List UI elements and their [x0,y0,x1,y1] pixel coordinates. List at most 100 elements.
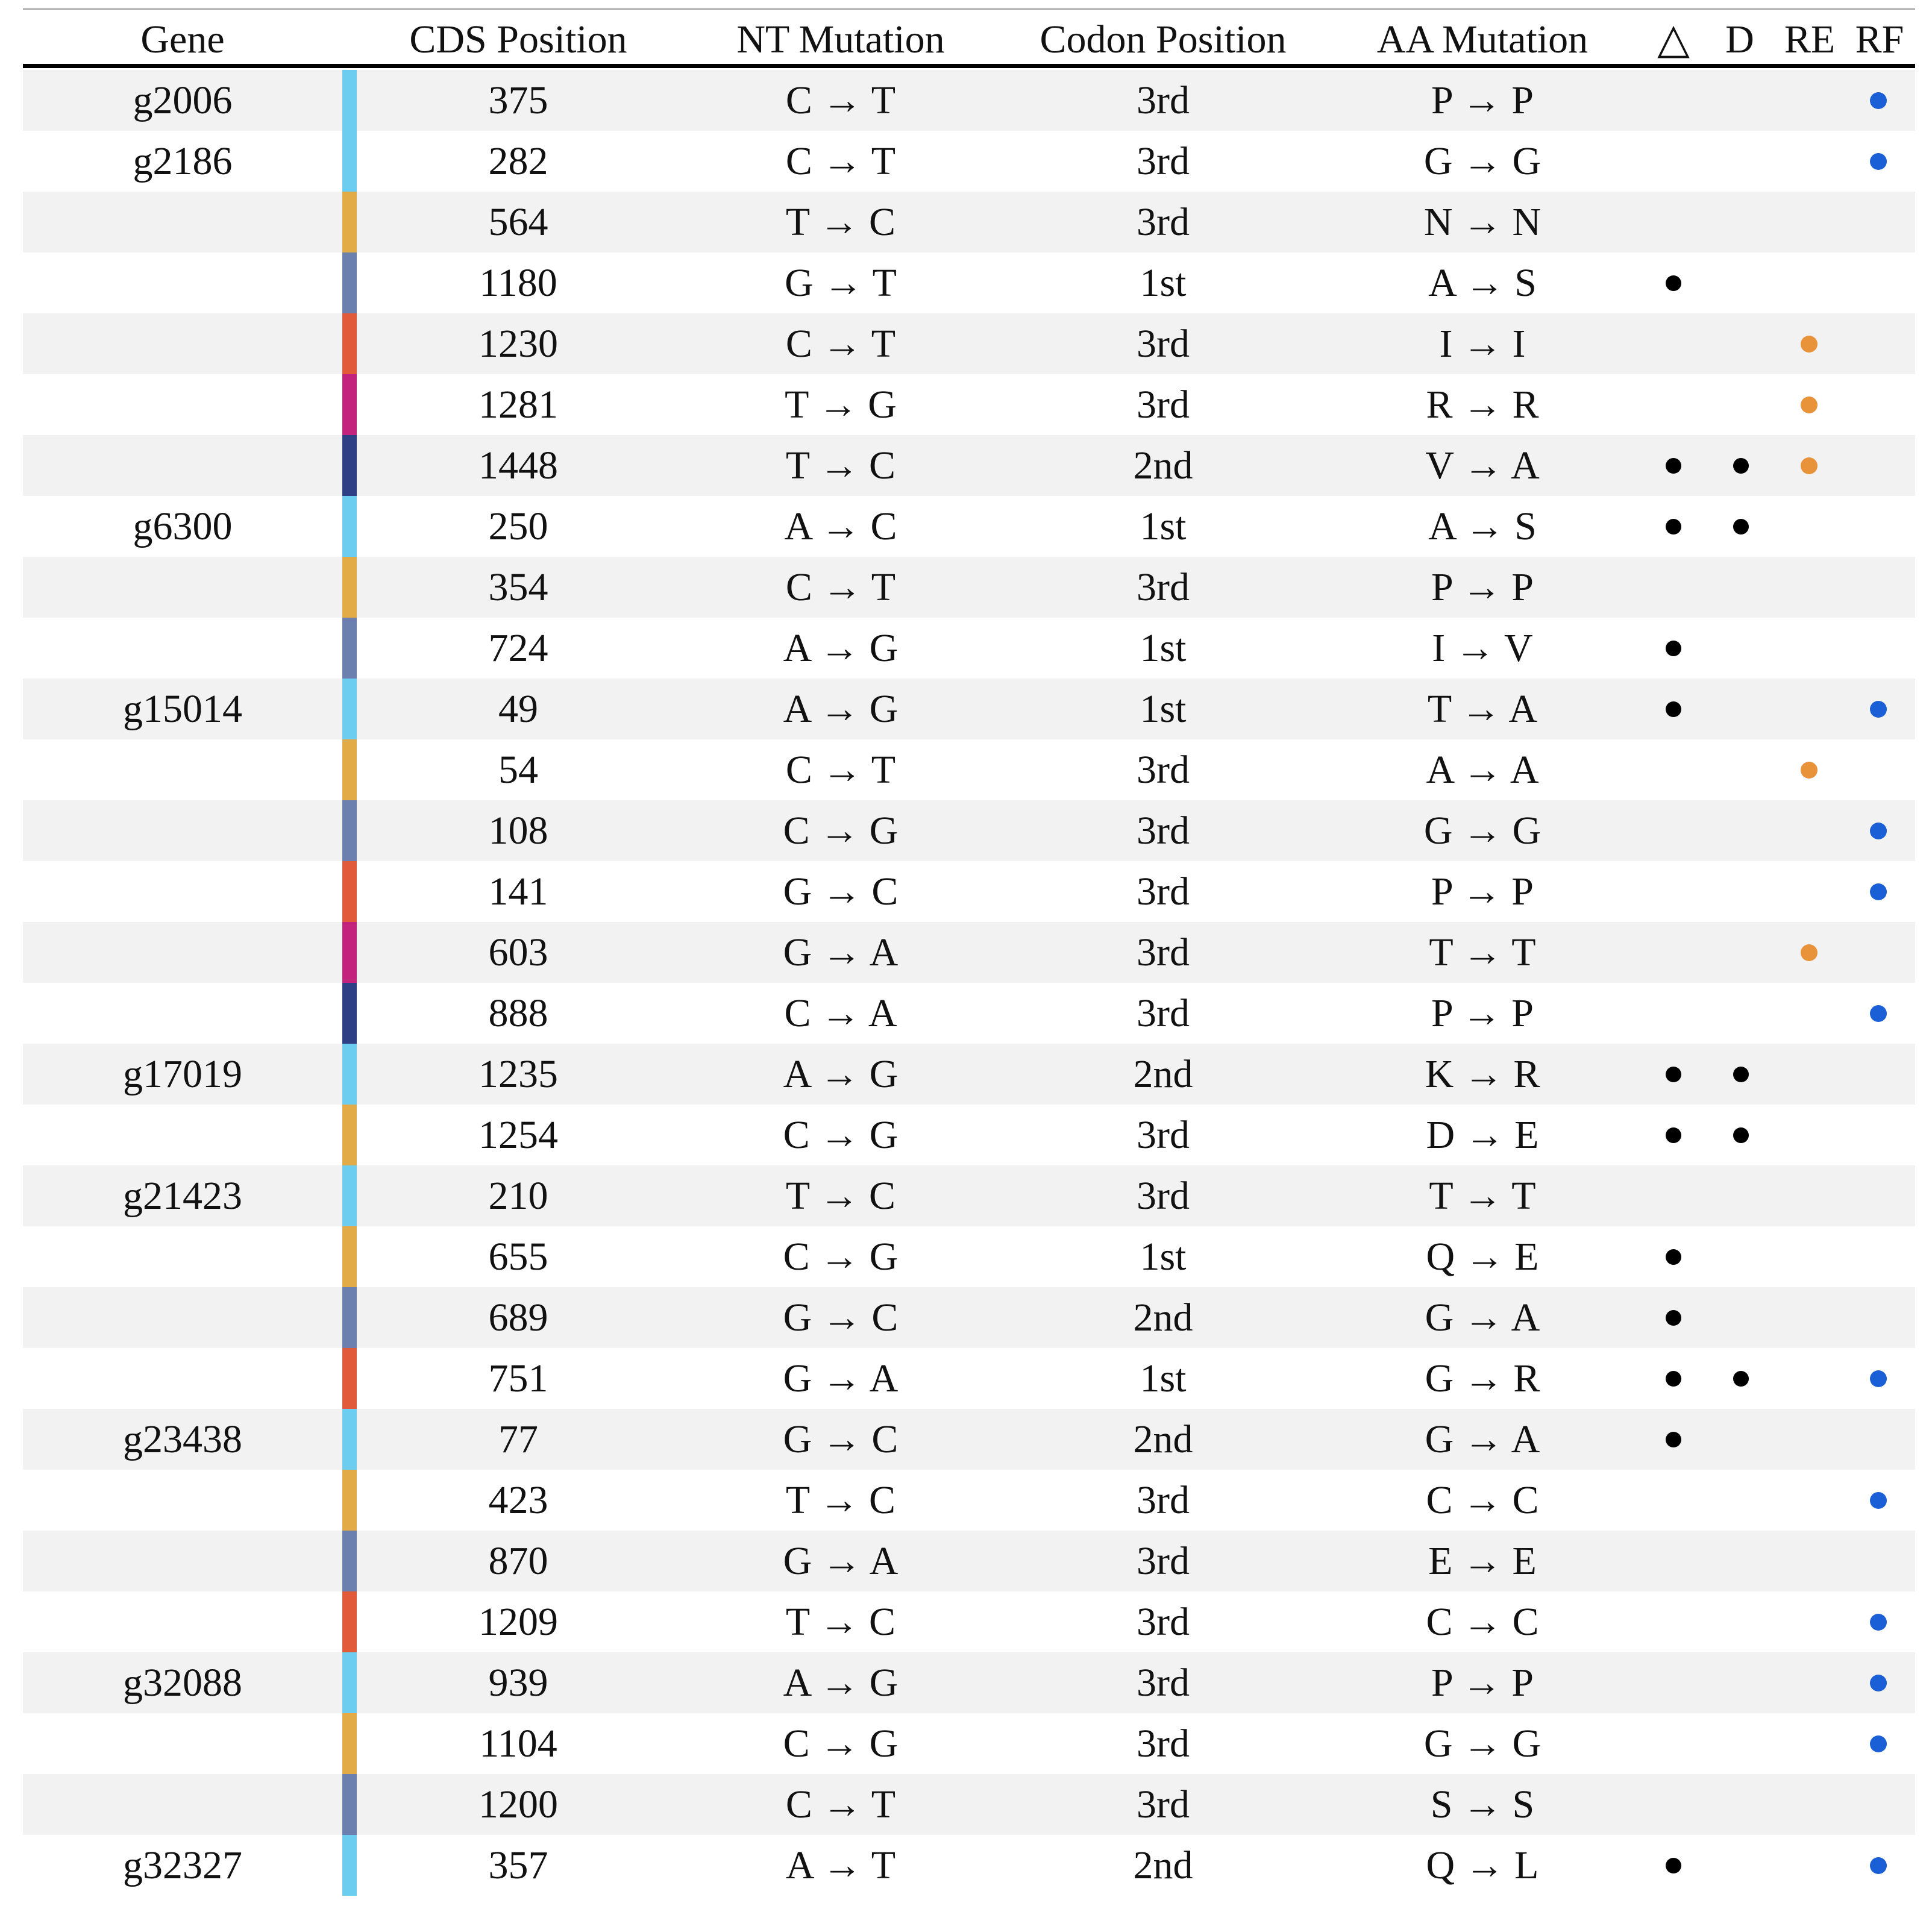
color-stripe [342,70,357,131]
cell-cds-position: 870 [488,1539,548,1583]
cell-cds-position: 54 [498,748,538,792]
cell-gene [23,739,342,800]
cell-nt-mutation: A → G [783,687,899,731]
cell-cds-position: 724 [488,626,548,670]
table-row: 603 G → A 3rd T → T [23,922,1915,983]
cell-cds-position: 1180 [479,261,557,305]
cell-gene [23,313,342,374]
re-dot [1801,762,1818,779]
cell-cds-position: 1104 [479,1722,557,1766]
cell-nt-mutation: C → A [784,991,897,1035]
cell-gene [23,192,342,252]
table-row: 751 G → A 1st G → R [23,1348,1915,1409]
cell-codon-position: 2nd [1133,1417,1193,1461]
table-row: 870 G → A 3rd E → E [23,1531,1915,1591]
cell-cds-position: 603 [488,930,548,974]
cell-cds-position: 108 [488,809,548,853]
rf-dot [1870,823,1887,839]
cell-aa-mutation: P → P [1431,565,1534,609]
cell-codon-position: 3rd [1137,383,1190,427]
table-row: g6300 250 A → C 1st A → S [23,496,1915,557]
cell-codon-position: 2nd [1133,444,1193,487]
color-stripe [342,131,357,192]
table-row: 54 C → T 3rd A → A [23,739,1915,800]
cell-codon-position: 3rd [1137,1661,1190,1705]
header-rule [23,64,1915,68]
cell-nt-mutation: C → T [785,1782,896,1826]
cell-cds-position: 141 [488,870,548,914]
cell-codon-position: 3rd [1137,1174,1190,1218]
cell-nt-mutation: T → G [785,383,897,427]
re-dot [1801,457,1818,474]
cell-aa-mutation: G → G [1423,1722,1542,1766]
color-stripe [342,1774,357,1835]
cell-cds-position: 1230 [478,322,558,366]
cell-gene: g32088 [123,1661,242,1705]
table-row: g17019 1235 A → G 2nd K → R [23,1044,1915,1105]
cell-cds-position: 1254 [478,1113,558,1157]
cell-cds-position: 282 [488,139,548,183]
cell-codon-position: 3rd [1137,139,1190,183]
table-row: 1104 C → G 3rd G → G [23,1713,1915,1774]
cell-gene [23,1287,342,1348]
cell-nt-mutation: C → G [783,1722,899,1766]
cell-gene [23,800,342,861]
cell-codon-position: 1st [1140,1356,1187,1400]
cell-nt-mutation: G → C [783,1296,899,1340]
cell-codon-position: 1st [1140,261,1187,305]
cell-codon-position: 3rd [1137,565,1190,609]
header-aa-mutation: AA Mutation [1376,17,1589,61]
table-row: 1254 C → G 3rd D → E [23,1105,1915,1165]
rf-dot [1870,1675,1887,1691]
delta-dot [1666,519,1681,534]
rf-dot [1870,1735,1887,1752]
rf-dot [1870,883,1887,900]
cell-cds-position: 655 [488,1235,548,1279]
color-stripe [342,1835,357,1896]
cell-gene: g15014 [123,687,242,731]
color-stripe [342,192,357,252]
table-row: 724 A → G 1st I → V [23,618,1915,679]
row-shade [680,1774,1915,1835]
d-dot [1733,519,1749,534]
color-stripe [342,1287,357,1348]
cell-aa-mutation: P → P [1431,78,1534,122]
color-stripe [342,1226,357,1287]
cell-cds-position: 1209 [478,1600,558,1644]
table-row: g2186 282 C → T 3rd G → G [23,131,1915,192]
cell-gene [23,1470,342,1531]
delta-dot [1666,458,1681,474]
cell-aa-mutation: T → T [1429,930,1536,974]
table-row: 1230 C → T 3rd I → I [23,313,1915,374]
table-row: 689 G → C 2nd G → A [23,1287,1915,1348]
cell-codon-position: 3rd [1137,930,1190,974]
cell-gene [23,252,342,313]
table-row: 655 C → G 1st Q → E [23,1226,1915,1287]
cell-gene: g2186 [133,139,233,183]
row-shade [680,557,1915,618]
color-stripe [342,1591,357,1652]
row-shade [680,70,1915,131]
rf-dot [1870,701,1887,718]
delta-dot [1666,275,1681,291]
color-stripe [342,435,357,496]
cell-cds-position: 1448 [478,444,558,487]
d-dot [1733,1371,1749,1387]
cell-nt-mutation: C → T [785,565,896,609]
cell-nt-mutation: C → G [783,809,899,853]
cell-aa-mutation: G → R [1425,1356,1540,1400]
cell-codon-position: 3rd [1137,322,1190,366]
header-codon-position: Codon Position [1040,17,1287,61]
cell-gene: g32327 [123,1843,242,1887]
cell-codon-position: 3rd [1137,1782,1190,1826]
color-stripe [342,252,357,313]
re-dot [1801,944,1818,961]
header-gene: Gene [140,17,225,61]
cell-cds-position: 210 [488,1174,548,1218]
row-shade [680,1409,1915,1470]
cell-gene [23,1713,342,1774]
row-shade [680,1531,1915,1591]
cell-gene [23,1774,342,1835]
cell-aa-mutation: Q → L [1426,1843,1539,1887]
